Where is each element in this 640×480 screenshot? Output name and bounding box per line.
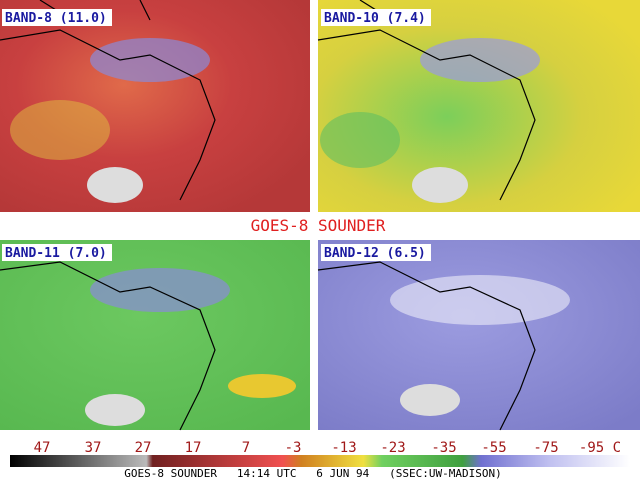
scale-label: -3 <box>285 440 302 456</box>
title: GOES-8 SOUNDER <box>251 216 386 235</box>
panel-label: BAND-12 (6.5) <box>324 246 426 261</box>
panel-band-10 <box>317 0 640 212</box>
scale-label: -13 <box>331 440 356 456</box>
scale-label: 27 <box>135 440 152 456</box>
footer: GOES-8 SOUNDER 14:14 UTC 6 JUN 94 (SSEC:… <box>124 467 502 480</box>
scale-label: -95 C <box>579 440 621 456</box>
scale-labels: 47 37 27 17 7 -3 -13 -23 -35 -55 -75 -95 C <box>34 440 622 456</box>
panel-labels: BAND-8 (11.0) BAND-10 (7.4) BAND-11 (7.0… <box>2 9 431 261</box>
scale-label: -75 <box>533 440 558 456</box>
scale-label: 7 <box>242 440 250 456</box>
panel-band-8 <box>0 0 310 212</box>
scale-label: -23 <box>380 440 405 456</box>
panel-label: BAND-10 (7.4) <box>324 11 426 26</box>
scale-label: -55 <box>481 440 506 456</box>
panel-label: BAND-11 (7.0) <box>5 246 107 261</box>
panel-band-11 <box>0 240 310 431</box>
panel-label: BAND-8 (11.0) <box>5 11 107 26</box>
color-bar <box>10 455 630 467</box>
scale-label: -35 <box>431 440 456 456</box>
panel-band-12 <box>317 240 640 431</box>
scale-label: 17 <box>185 440 202 456</box>
scale-label: 47 <box>34 440 51 456</box>
scale-label: 37 <box>85 440 102 456</box>
